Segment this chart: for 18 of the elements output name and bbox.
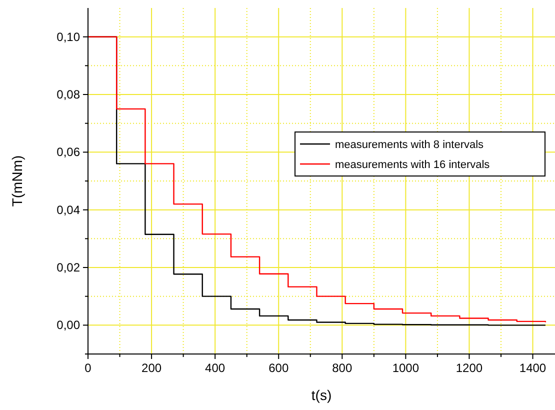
x-tick-label: 1400 <box>519 361 546 375</box>
x-tick-label: 400 <box>205 361 226 375</box>
legend-label: measurements with 8 intervals <box>335 139 484 151</box>
y-tick-label: 0,08 <box>56 88 80 102</box>
x-axis-title: t(s) <box>311 387 332 403</box>
x-tick-label: 1200 <box>456 361 483 375</box>
y-axis-title: T(mNm) <box>9 155 25 207</box>
y-tick-label: 0,00 <box>56 318 80 332</box>
x-tick-label: 200 <box>142 361 162 375</box>
y-tick-label: 0,06 <box>56 145 80 160</box>
x-tick-label: 1000 <box>392 361 420 375</box>
y-tick-label: 0,10 <box>56 30 80 44</box>
y-tick-label: 0,02 <box>56 260 80 274</box>
y-tick-label: 0,04 <box>56 202 80 217</box>
legend-label: measurements with 16 intervals <box>335 159 490 171</box>
x-tick-label: 600 <box>268 361 289 375</box>
x-tick-label: 800 <box>332 361 352 375</box>
x-tick-label: 0 <box>84 361 92 375</box>
